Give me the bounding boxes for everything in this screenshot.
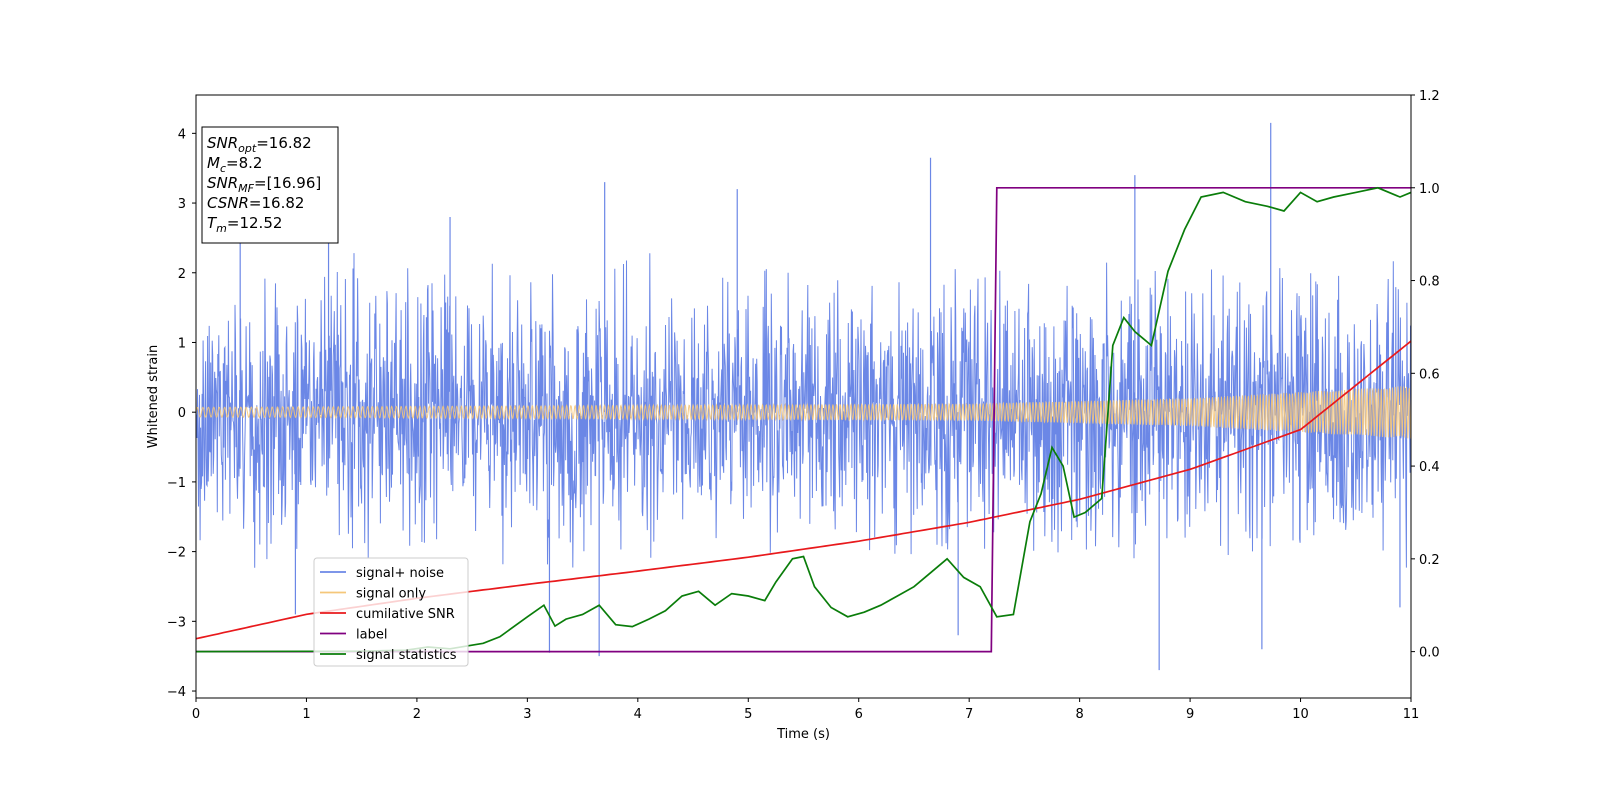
series-signal-only xyxy=(196,386,1411,439)
info-box-line: Tm=12.52 xyxy=(207,214,282,235)
series-line xyxy=(196,186,1411,653)
info-box: SNRopt=16.82Mc=8.2SNRMF=[16.96]CSNR=16.8… xyxy=(201,126,339,244)
y-tick-label: 4 xyxy=(178,127,186,142)
legend-label: cumilative SNR xyxy=(356,607,455,622)
legend-label: signal+ noise xyxy=(356,566,444,581)
plot-frame xyxy=(195,94,1412,699)
x-axis-label: Time (s) xyxy=(776,727,830,742)
x-tick-label: 9 xyxy=(1186,707,1194,722)
y-tick-label: −2 xyxy=(167,546,186,561)
y2-tick-label: 0.8 xyxy=(1419,275,1440,290)
x-tick-label: 4 xyxy=(634,707,642,722)
legend: signal+ noise signal only cumilative SNR la… xyxy=(313,557,469,667)
y-tick-label: −4 xyxy=(167,685,186,700)
x-tick-label: 8 xyxy=(1075,707,1083,722)
y2-tick-label: 0.2 xyxy=(1419,553,1440,568)
y-axis-left: 4 3 2 1 0 −1 −2 −3 −4 xyxy=(167,127,196,700)
x-tick-label: 10 xyxy=(1292,707,1309,722)
x-tick-label: 0 xyxy=(192,707,200,722)
legend-label: signal only xyxy=(356,587,426,602)
series-label xyxy=(196,186,1411,653)
y2-tick-label: 1.2 xyxy=(1419,89,1440,104)
legend-label: label xyxy=(356,628,387,643)
y-tick-label: −3 xyxy=(167,615,186,630)
info-box-line: CSNR=16.82 xyxy=(207,194,304,212)
y-tick-label: 3 xyxy=(178,197,186,212)
y-tick-label: 0 xyxy=(178,406,186,421)
x-tick-label: 2 xyxy=(413,707,421,722)
x-tick-label: 3 xyxy=(523,707,531,722)
info-box-frame xyxy=(201,126,339,244)
y2-tick-label: 1.0 xyxy=(1419,182,1440,197)
y2-tick-label: 0.4 xyxy=(1419,460,1440,475)
y2-tick-label: 0.6 xyxy=(1419,367,1440,382)
x-tick-label: 1 xyxy=(302,707,310,722)
legend-frame xyxy=(313,557,469,667)
series-signal-noise xyxy=(196,122,1411,671)
info-box-line: SNRMF=[16.96] xyxy=(207,174,321,195)
legend-label: signal statistics xyxy=(356,648,457,663)
series-signal-statistics xyxy=(196,186,1411,653)
y-axis-right: 1.2 1.0 0.8 0.6 0.4 0.2 0.0 xyxy=(1411,89,1440,661)
x-tick-label: 5 xyxy=(744,707,752,722)
x-tick-label: 6 xyxy=(855,707,863,722)
y-tick-label: 1 xyxy=(178,336,186,351)
info-box-line: Mc=8.2 xyxy=(207,154,262,175)
y-tick-label: −1 xyxy=(167,476,186,491)
series-line xyxy=(196,186,1411,653)
info-box-line: SNRopt=16.82 xyxy=(207,134,312,155)
x-axis: 0 1 2 3 4 5 6 7 8 9 10 11 xyxy=(192,698,1419,722)
x-tick-label: 7 xyxy=(965,707,973,722)
y-axis-label: Whitened strain xyxy=(146,345,161,448)
chirp-trace xyxy=(196,386,1411,439)
x-tick-label: 11 xyxy=(1403,707,1420,722)
y-tick-label: 2 xyxy=(178,267,186,282)
y2-tick-label: 0.0 xyxy=(1419,646,1440,661)
